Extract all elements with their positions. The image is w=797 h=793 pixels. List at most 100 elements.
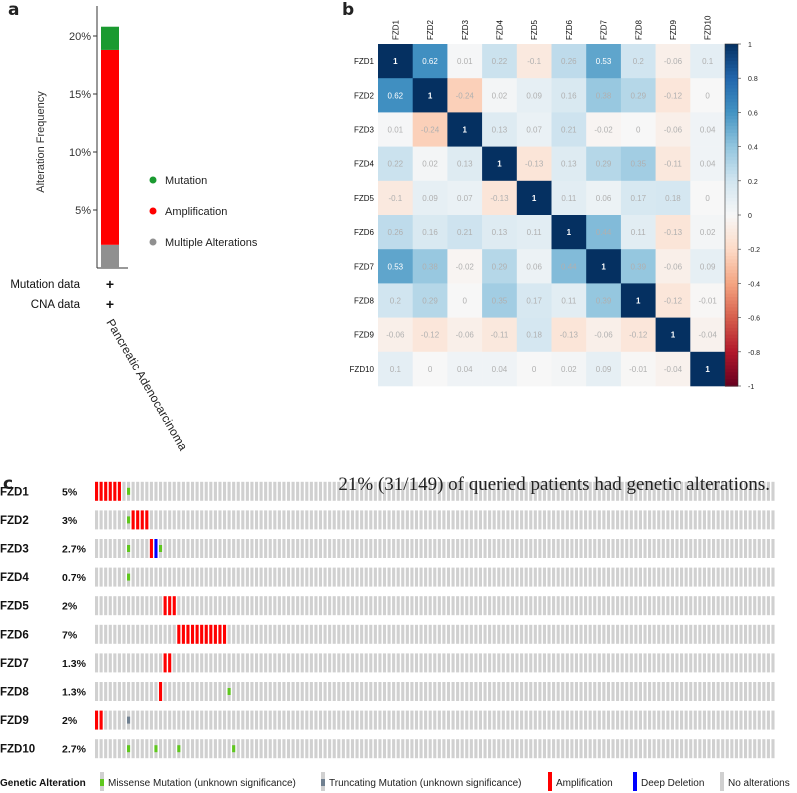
sample-cell — [273, 510, 277, 530]
sample-cell — [670, 739, 674, 759]
sample-cell — [753, 710, 757, 730]
sample-cell — [616, 481, 620, 501]
sample-cell — [108, 739, 112, 759]
sample-cell — [309, 510, 313, 530]
sample-cell — [227, 653, 231, 673]
cell-value: 0.26 — [561, 57, 577, 66]
sample-cell — [707, 710, 711, 730]
sample-cell — [227, 539, 231, 558]
sample-cell — [698, 539, 702, 558]
heatmap-cell — [551, 180, 587, 216]
sample-cell — [744, 739, 748, 759]
sample-cell — [337, 481, 341, 501]
sample-cell — [158, 624, 163, 644]
heatmap-cell — [447, 215, 483, 250]
sample-cell — [552, 539, 556, 558]
sample-cell — [638, 481, 642, 501]
sample-cell — [323, 653, 327, 673]
sample-cell — [488, 624, 492, 644]
heatmap-cell — [378, 249, 413, 284]
sample-cell — [149, 653, 153, 673]
sample-cell — [474, 481, 478, 501]
sample-cell — [419, 682, 423, 701]
sample-cell — [762, 510, 766, 530]
sample-cell — [177, 624, 181, 644]
sample-cell — [369, 481, 373, 501]
sample-cell — [254, 653, 259, 673]
sample-cell — [716, 710, 720, 730]
heatmap-cell — [655, 78, 691, 113]
y-tick-label: 15% — [69, 89, 91, 101]
sample-cell — [648, 682, 652, 701]
sample-cell — [392, 596, 396, 616]
sample-cell — [250, 739, 254, 759]
sample-cell — [227, 739, 231, 759]
sample-cell — [684, 539, 688, 558]
sample-cell — [533, 596, 537, 616]
colorbar-segment — [725, 180, 738, 185]
sample-cell — [561, 567, 565, 587]
sample-cell — [666, 481, 670, 501]
sample-cell — [186, 624, 190, 644]
colorbar-segment — [725, 88, 738, 93]
sample-cell — [597, 481, 601, 501]
sample-cell — [707, 739, 711, 759]
sample-cell — [574, 739, 579, 759]
sample-cell — [364, 481, 368, 501]
cell-value: 0 — [428, 365, 433, 374]
sample-cell — [428, 567, 432, 587]
sample-cell — [588, 596, 592, 616]
sample-cell — [428, 682, 432, 701]
sample-cell — [145, 481, 149, 501]
sample-cell — [529, 539, 533, 558]
sample-cell — [200, 682, 204, 701]
sample-cell — [117, 539, 121, 558]
sample-cell — [565, 653, 569, 673]
colorbar-segment — [725, 184, 738, 189]
sample-cell — [757, 682, 761, 701]
sample-cell — [593, 624, 597, 644]
sample-cell — [433, 596, 437, 616]
sample-cell — [579, 481, 583, 501]
sample-cell — [387, 653, 391, 673]
sample-cell — [643, 710, 647, 730]
sample-cell — [332, 567, 336, 587]
heatmap-cell — [378, 283, 413, 318]
cell-value: 0.21 — [457, 228, 473, 237]
sample-cell — [643, 653, 647, 673]
cell-value: 0.01 — [457, 57, 473, 66]
sample-cell — [396, 567, 400, 587]
sample-cell — [323, 682, 327, 701]
sample-cell — [670, 624, 674, 644]
sample-cell — [693, 682, 697, 701]
sample-cell — [104, 539, 108, 558]
sample-cell — [721, 539, 725, 558]
sample-cell — [492, 653, 496, 673]
colorbar-label: -0.8 — [748, 350, 760, 357]
sample-cell — [200, 653, 204, 673]
sample-cell — [561, 624, 565, 644]
sample-cell — [497, 682, 501, 701]
sample-cell — [355, 739, 359, 759]
sample-cell — [588, 682, 592, 701]
sample-cell — [506, 567, 510, 587]
sample-cell — [652, 481, 656, 501]
sample-cell — [117, 481, 121, 501]
sample-cell — [428, 510, 432, 530]
sample-cell — [190, 510, 195, 530]
sample-cell — [584, 653, 588, 673]
sample-cell — [245, 624, 249, 644]
sample-cell — [181, 682, 185, 701]
cell-value: -0.1 — [388, 194, 402, 203]
colorbar-segment — [725, 177, 738, 182]
sample-cell — [597, 710, 601, 730]
panel-label-b: b — [342, 0, 355, 20]
sample-cell — [337, 624, 341, 644]
heatmap-cell — [586, 146, 622, 182]
sample-cell — [428, 481, 432, 501]
sample-cell — [424, 624, 428, 644]
sample-cell — [698, 567, 702, 587]
sample-cell — [346, 567, 350, 587]
sample-cell — [95, 567, 99, 587]
sample-cell — [433, 710, 437, 730]
